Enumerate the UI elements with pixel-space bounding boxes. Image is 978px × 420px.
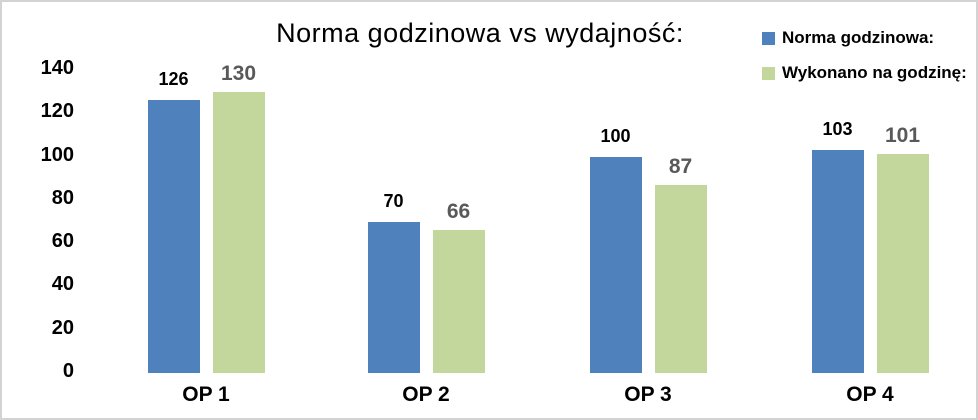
y-axis-tick-label: 100 [40,143,74,166]
legend-swatch-icon [762,31,775,45]
bar-value-label: 100 [600,125,631,146]
y-axis-tick-label: 20 [51,316,74,339]
chart-title: Norma godzinowa vs wydajność: [276,18,684,48]
bar [367,221,420,373]
bar-value-label: 66 [446,200,471,224]
x-axis-category-label: OP 2 [402,383,450,406]
y-axis-tick-label: 120 [40,100,74,123]
bar [876,154,929,373]
bar-value-label: 126 [158,69,189,90]
y-axis-tick-label: 40 [51,273,74,296]
bar-value-label: 70 [383,190,404,211]
y-axis-tick-label: 140 [40,57,74,79]
bar [432,230,485,373]
bar [212,91,265,373]
x-axis-category-label: OP 3 [624,383,672,406]
legend-swatch-icon [762,66,775,80]
y-axis-tick-label: 0 [62,360,74,382]
bar [811,150,864,373]
legend-item-2: Wykonano na godzinę: [762,63,967,82]
bar-value-label: 87 [668,154,693,178]
legend-label: Norma godzinowa: [782,28,935,47]
legend: Norma godzinowa: Wykonano na godzinę: [762,28,967,99]
bar [654,184,707,373]
legend-label: Wykonano na godzinę: [782,63,967,82]
x-axis-category-label: OP 4 [846,383,894,406]
bar [147,100,200,373]
bar-value-label: 101 [884,124,921,148]
bar-value-label: 130 [220,61,257,85]
x-axis-category-label: OP 1 [182,383,230,406]
legend-item-1: Norma godzinowa: [762,28,967,47]
y-axis-tick-label: 80 [51,186,74,209]
y-axis-tick-label: 60 [51,230,74,253]
bar [589,156,642,373]
bar-value-label: 103 [822,119,853,140]
